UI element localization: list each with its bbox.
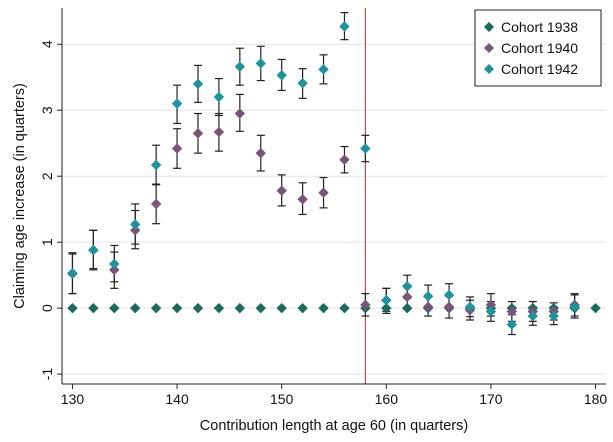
legend: Cohort 1938 Cohort 1940 Cohort 1942 xyxy=(474,9,602,87)
axes: -1 0 1 2 3 4 130 140 150 160 170 180 xyxy=(39,8,607,407)
data-point-cohort-1938 xyxy=(297,302,308,314)
data-point-cohort-1940 xyxy=(213,126,225,138)
data-point-cohort-1940 xyxy=(276,185,287,196)
data-point-cohort-1942 xyxy=(506,319,518,330)
x-tick-label: 170 xyxy=(479,391,503,407)
x-tick-label: 180 xyxy=(584,391,608,407)
data-point-cohort-1942 xyxy=(485,306,497,317)
data-point-cohort-1940 xyxy=(360,299,371,311)
data-point-cohort-1938 xyxy=(234,302,246,314)
data-point-cohort-1942 xyxy=(422,291,434,302)
x-tick-label: 140 xyxy=(165,391,189,407)
data-point-cohort-1938 xyxy=(88,302,99,314)
data-point-cohort-1938 xyxy=(402,302,413,314)
y-axis-title: Claiming age increase (in quarters) xyxy=(12,83,28,309)
data-point-cohort-1942 xyxy=(402,281,413,292)
data-point-cohort-1938 xyxy=(109,302,120,314)
data-point-cohort-1938 xyxy=(276,302,287,314)
data-point-cohort-1938 xyxy=(171,302,183,314)
data-point-cohort-1942 xyxy=(443,289,455,301)
data-point-cohort-1940 xyxy=(171,143,183,154)
y-tick-label: 3 xyxy=(39,106,55,114)
legend-marker xyxy=(484,64,494,74)
data-point-cohort-1942 xyxy=(276,70,287,81)
x-tick-label: 130 xyxy=(61,391,85,407)
data-point-cohort-1942 xyxy=(192,78,204,90)
data-point-cohort-1938 xyxy=(150,302,162,314)
data-point-cohort-1940 xyxy=(297,194,308,205)
data-point-cohort-1940 xyxy=(234,108,246,119)
data-point-cohort-1942 xyxy=(150,159,162,171)
data-point-cohort-1942 xyxy=(130,219,141,230)
data-point-cohort-1942 xyxy=(548,310,559,322)
x-axis-title: Contribution length at age 60 (in quarte… xyxy=(200,418,468,434)
data-point-cohort-1942 xyxy=(527,310,538,322)
data-point-cohort-1940 xyxy=(255,147,266,159)
y-tick-label: 0 xyxy=(39,304,55,312)
legend-label: Cohort 1938 xyxy=(501,19,578,35)
y-tick-label: 1 xyxy=(39,238,55,246)
data-point-cohort-1938 xyxy=(213,302,225,314)
data-point-cohort-1940 xyxy=(192,128,204,139)
data-point-cohort-1942 xyxy=(67,267,78,279)
data-point-cohort-1940 xyxy=(443,301,455,313)
data-point-cohort-1938 xyxy=(590,302,601,314)
data-point-cohort-1942 xyxy=(318,64,329,75)
data-point-cohort-1942 xyxy=(464,301,476,313)
data-point-cohort-1942 xyxy=(109,258,120,270)
data-point-cohort-1940 xyxy=(130,225,141,236)
x-tick-label: 160 xyxy=(375,391,399,407)
data-point-cohort-1940 xyxy=(318,187,329,198)
y-tick-label: -1 xyxy=(39,368,55,381)
data-point-cohort-1942 xyxy=(569,301,580,313)
data-point-cohort-1942 xyxy=(213,91,225,103)
legend-label: Cohort 1942 xyxy=(501,61,578,77)
data-point-cohort-1942 xyxy=(381,295,392,306)
data-point-cohort-1940 xyxy=(109,264,120,276)
data-point-cohort-1940 xyxy=(339,154,350,165)
x-tick-label: 150 xyxy=(270,391,294,407)
legend-label: Cohort 1940 xyxy=(501,40,578,56)
data-point-cohort-1938 xyxy=(318,302,329,314)
legend-marker xyxy=(484,22,494,32)
data-point-cohort-1942 xyxy=(234,61,246,72)
data-point-cohort-1938 xyxy=(67,302,78,314)
data-point-cohort-1940 xyxy=(506,306,518,317)
data-point-cohort-1942 xyxy=(297,78,308,89)
data-point-cohort-1940 xyxy=(150,198,162,210)
data-point-cohort-1938 xyxy=(381,302,392,314)
data-point-cohort-1942 xyxy=(255,58,266,69)
y-tick-label: 2 xyxy=(39,172,55,180)
data-points xyxy=(67,21,601,330)
data-point-cohort-1942 xyxy=(339,21,350,32)
data-point-cohort-1940 xyxy=(485,299,497,311)
data-point-cohort-1942 xyxy=(88,244,99,256)
data-point-cohort-1938 xyxy=(130,302,141,314)
data-point-cohort-1940 xyxy=(402,291,413,303)
data-point-cohort-1938 xyxy=(339,302,350,314)
data-point-cohort-1938 xyxy=(192,302,204,314)
data-point-cohort-1942 xyxy=(171,98,183,109)
data-point-cohort-1940 xyxy=(422,301,434,313)
y-tick-label: 4 xyxy=(39,40,55,48)
grid-lines xyxy=(62,43,606,375)
legend-box xyxy=(474,9,602,87)
data-point-cohort-1938 xyxy=(255,302,266,314)
data-point-cohort-1942 xyxy=(360,143,371,154)
legend-marker xyxy=(484,43,494,53)
